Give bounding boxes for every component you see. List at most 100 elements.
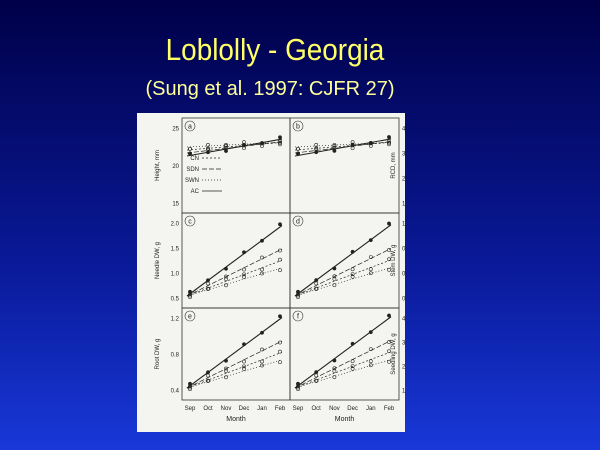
- data-point: [206, 378, 210, 383]
- data-point: [242, 267, 246, 272]
- panel-badge: [184, 310, 196, 322]
- data-point: [278, 314, 282, 319]
- data-point: [332, 274, 337, 279]
- data-point: [296, 295, 300, 300]
- data-point: [350, 249, 355, 254]
- data-point: [387, 359, 391, 364]
- data-point: [206, 373, 210, 378]
- panel-badge: [292, 120, 304, 132]
- data-point: [206, 278, 210, 283]
- data-point: [350, 341, 355, 346]
- data-point: [188, 146, 192, 151]
- data-point: [296, 151, 300, 156]
- x-axis-label: Month: [226, 416, 246, 423]
- data-point: [278, 222, 282, 227]
- panel-badge: [292, 310, 304, 322]
- data-point: [224, 149, 228, 153]
- trend-line: [294, 248, 392, 297]
- data-point: [260, 144, 264, 148]
- data-point: [260, 267, 264, 272]
- data-point: [332, 144, 337, 148]
- data-point: [368, 347, 373, 352]
- y-axis-label: Seedling DW, g: [391, 333, 397, 374]
- data-point: [387, 142, 391, 147]
- data-point: [332, 369, 337, 373]
- data-point: [224, 277, 228, 282]
- data-point: [242, 366, 246, 371]
- data-point: [260, 141, 264, 146]
- data-point: [260, 255, 264, 260]
- data-point: [350, 267, 355, 272]
- data-point: [260, 238, 264, 243]
- y-tick-label: 2.0: [402, 177, 405, 183]
- trend-line: [186, 340, 283, 389]
- data-point: [260, 330, 264, 335]
- data-point: [206, 370, 210, 375]
- data-point: [368, 330, 373, 335]
- trend-line: [186, 138, 283, 157]
- data-point: [224, 283, 228, 288]
- trend-line: [186, 141, 283, 148]
- data-point: [387, 340, 391, 344]
- data-point: [332, 277, 337, 281]
- data-point: [350, 274, 355, 279]
- legend-label: CN: [190, 156, 199, 162]
- data-point: [368, 363, 373, 368]
- data-point: [224, 266, 228, 271]
- data-point: [278, 248, 282, 253]
- data-point: [260, 347, 264, 352]
- data-point: [314, 278, 319, 283]
- data-point: [332, 358, 337, 363]
- x-tick-label: Dec: [347, 406, 358, 412]
- y-axis-label: Height, mm: [155, 150, 161, 181]
- trend-line: [186, 141, 283, 154]
- data-point: [387, 267, 391, 272]
- y-tick-label: 1.0: [402, 222, 405, 228]
- data-point: [387, 257, 391, 262]
- trend-line: [294, 224, 392, 297]
- data-point: [260, 359, 264, 364]
- data-point: [387, 313, 391, 318]
- y-tick-label: 20: [172, 164, 179, 170]
- y-tick-label: 0.8: [402, 247, 405, 253]
- y-tick-label: 1.5: [171, 247, 180, 253]
- trend-line: [294, 138, 392, 157]
- y-tick-label: 0.6: [402, 272, 405, 278]
- data-point: [350, 359, 355, 364]
- data-point: [260, 363, 264, 368]
- data-point: [368, 267, 373, 272]
- trend-line: [294, 259, 392, 297]
- data-point: [224, 369, 228, 374]
- x-tick-label: Nov: [329, 406, 340, 412]
- data-point: [278, 142, 282, 147]
- x-tick-label: Dec: [239, 406, 250, 412]
- data-point: [278, 139, 282, 144]
- data-point: [314, 281, 319, 286]
- data-point: [314, 378, 319, 383]
- trend-line: [294, 340, 392, 389]
- data-point: [278, 360, 282, 365]
- data-point: [368, 255, 373, 260]
- data-point: [242, 146, 246, 151]
- panel-badge: [292, 215, 304, 227]
- data-point: [332, 283, 337, 288]
- y-tick-label: 1.0: [171, 272, 180, 278]
- data-point: [188, 387, 192, 392]
- data-point: [242, 364, 246, 369]
- y-tick-label: 15: [172, 202, 179, 208]
- data-point: [314, 286, 319, 291]
- data-point: [260, 271, 264, 276]
- legend-label: SWN: [185, 178, 199, 184]
- panel-label: d: [296, 219, 300, 226]
- data-point: [188, 295, 192, 300]
- data-point: [296, 387, 300, 392]
- data-point: [188, 151, 192, 156]
- data-point: [224, 144, 228, 148]
- data-point: [278, 268, 282, 273]
- data-point: [206, 281, 210, 286]
- panel-label: f: [297, 314, 299, 321]
- data-point: [224, 142, 228, 147]
- trend-line: [294, 351, 392, 389]
- y-tick-label: 0.5: [171, 297, 180, 303]
